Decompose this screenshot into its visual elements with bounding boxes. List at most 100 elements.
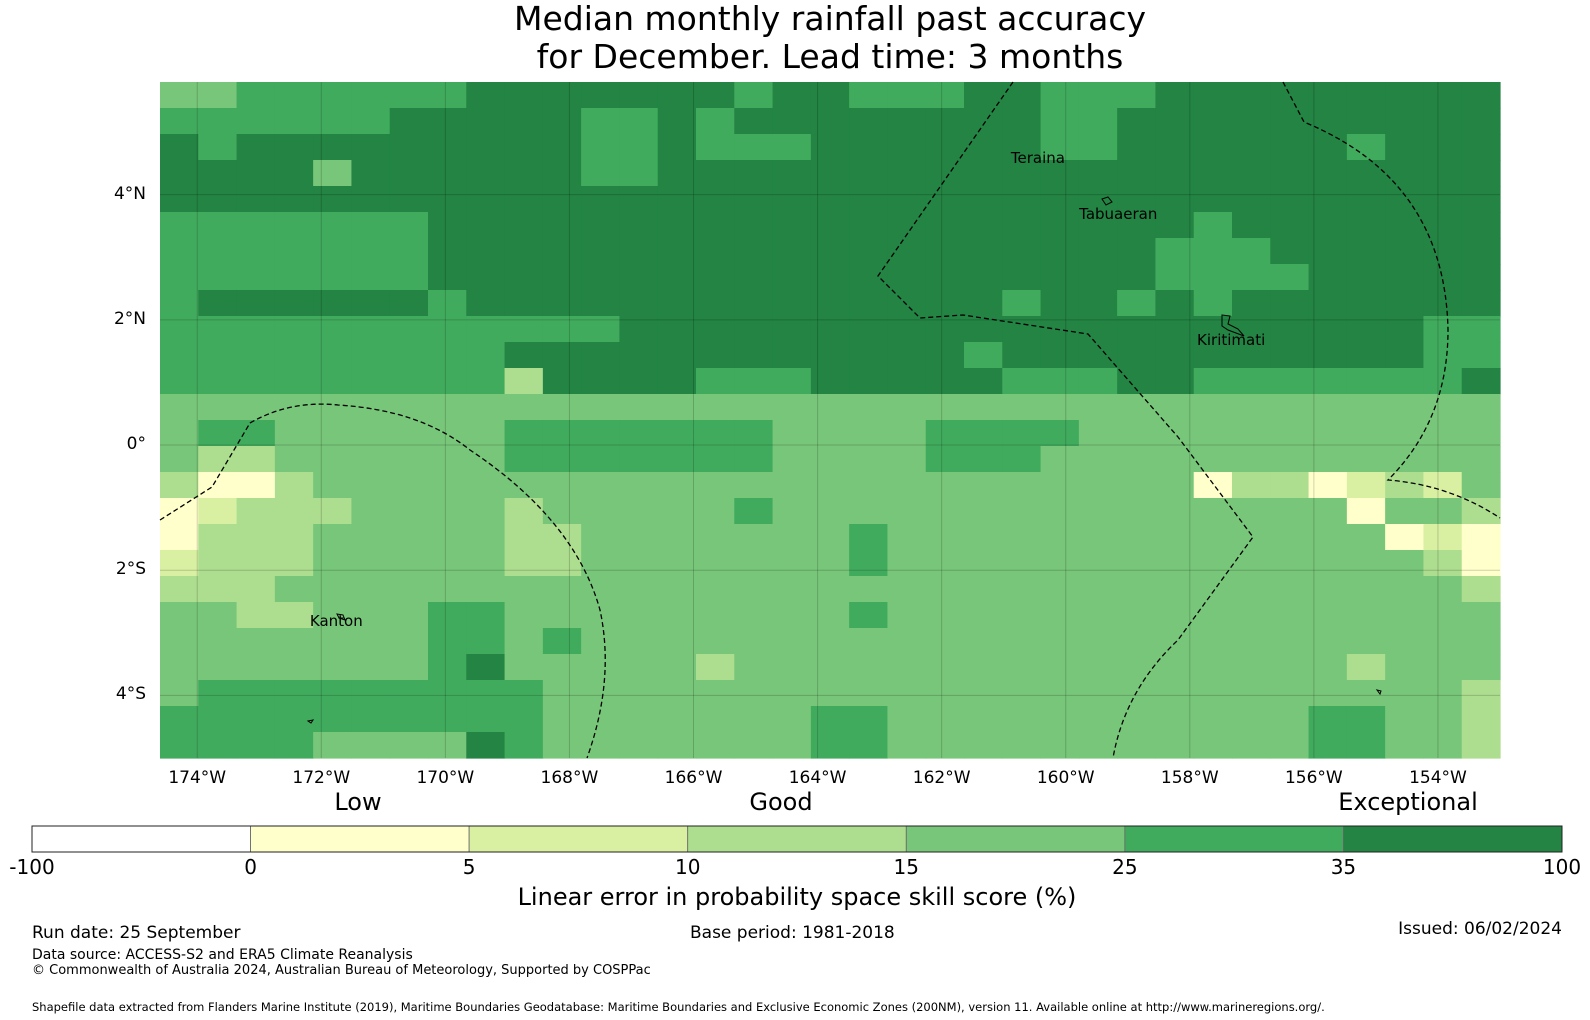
grid-cell xyxy=(772,134,812,161)
grid-cell xyxy=(351,498,391,525)
grid-cell xyxy=(734,524,774,551)
grid-cell xyxy=(1193,134,1233,161)
grid-cell xyxy=(734,160,774,187)
grid-cell xyxy=(351,446,391,473)
grid-cell xyxy=(1232,134,1271,161)
grid-cell xyxy=(1461,446,1501,473)
grid-cell xyxy=(619,576,659,603)
grid-cell xyxy=(1385,316,1425,343)
grid-cell xyxy=(1270,550,1310,577)
grid-cell xyxy=(696,550,735,577)
grid-cell xyxy=(1461,706,1501,733)
grid-cell xyxy=(810,654,850,681)
grid-cell xyxy=(619,680,659,707)
grid-cell xyxy=(1423,576,1463,603)
grid-cell xyxy=(849,108,889,135)
grid-cell xyxy=(1308,212,1348,239)
grid-cell xyxy=(772,342,812,369)
grid-cell xyxy=(734,550,774,577)
grid-cell xyxy=(1461,524,1501,551)
grid-cell xyxy=(810,186,850,213)
grid-cell xyxy=(160,394,199,421)
grid-cell xyxy=(1461,108,1501,135)
grid-cell xyxy=(428,316,467,343)
grid-cell xyxy=(849,654,889,681)
grid-cell xyxy=(1232,238,1271,265)
grid-cell xyxy=(772,316,812,343)
grid-cell xyxy=(198,264,238,291)
grid-cell xyxy=(772,108,812,135)
grid-cell xyxy=(1040,602,1080,629)
eez-boundary-phoenix-arc xyxy=(159,403,606,759)
grid-cell xyxy=(1002,342,1042,369)
grid-cell xyxy=(1078,628,1118,655)
grid-cell xyxy=(657,732,697,759)
grid-cell xyxy=(734,290,774,317)
grid-cell xyxy=(887,472,927,499)
grid-cell xyxy=(313,264,353,291)
grid-cell xyxy=(1078,706,1118,733)
grid-cell xyxy=(657,602,697,629)
grid-cell xyxy=(772,264,812,291)
grid-cell xyxy=(1308,186,1348,213)
grid-cell xyxy=(313,134,353,161)
grid-cell xyxy=(810,524,850,551)
grid-cell xyxy=(1308,550,1348,577)
grid-cell xyxy=(964,212,1003,239)
grid-cell xyxy=(389,498,429,525)
grid-cell xyxy=(810,550,850,577)
grid-cell xyxy=(160,576,199,603)
grid-cell xyxy=(236,108,276,135)
grid-cell xyxy=(351,368,391,395)
grid-cell xyxy=(1270,654,1310,681)
grid-cell xyxy=(925,446,965,473)
grid-cell xyxy=(1461,550,1501,577)
grid-cell xyxy=(428,420,467,447)
grid-cell xyxy=(236,238,276,265)
grid-cell xyxy=(581,108,621,135)
grid-cell xyxy=(925,134,965,161)
grid-cell xyxy=(1078,472,1118,499)
grid-cell xyxy=(887,82,927,109)
grid-cell xyxy=(581,576,621,603)
grid-cell xyxy=(887,524,927,551)
grid-cell xyxy=(1308,706,1348,733)
grid-cell xyxy=(964,446,1003,473)
grid-cell xyxy=(810,238,850,265)
grid-cell xyxy=(236,160,276,187)
grid-cell xyxy=(1040,342,1080,369)
grid-cell xyxy=(542,82,582,109)
grid-cell xyxy=(1155,290,1195,317)
grid-cell xyxy=(466,420,506,447)
grid-cell xyxy=(313,446,353,473)
grid-cell xyxy=(734,134,774,161)
grid-cell xyxy=(925,368,965,395)
shapefile-credit: Shapefile data extracted from Flanders M… xyxy=(32,1000,1325,1014)
grid-cell xyxy=(1270,472,1310,499)
longitude-tick-label: 170°W xyxy=(416,768,475,788)
grid-cell xyxy=(657,186,697,213)
grid-cell xyxy=(772,238,812,265)
grid-cell xyxy=(849,524,889,551)
grid-cell xyxy=(657,680,697,707)
longitude-tick-label: 168°W xyxy=(540,768,599,788)
grid-cell xyxy=(772,524,812,551)
grid-cell xyxy=(1270,160,1310,187)
grid-cell xyxy=(198,316,238,343)
grid-cell xyxy=(389,550,429,577)
grid-cell xyxy=(389,290,429,317)
grid-cell xyxy=(772,576,812,603)
grid-cell xyxy=(274,394,314,421)
grid-cell xyxy=(236,680,276,707)
grid-cell xyxy=(1308,108,1348,135)
grid-cell xyxy=(696,472,735,499)
grid-cell xyxy=(1385,108,1425,135)
grid-cell xyxy=(1002,212,1042,239)
grid-cell xyxy=(1385,680,1425,707)
grid-cell xyxy=(428,134,467,161)
grid-cell xyxy=(1232,394,1271,421)
grid-cell xyxy=(1346,82,1386,109)
grid-cell xyxy=(504,446,544,473)
grid-cell xyxy=(657,706,697,733)
